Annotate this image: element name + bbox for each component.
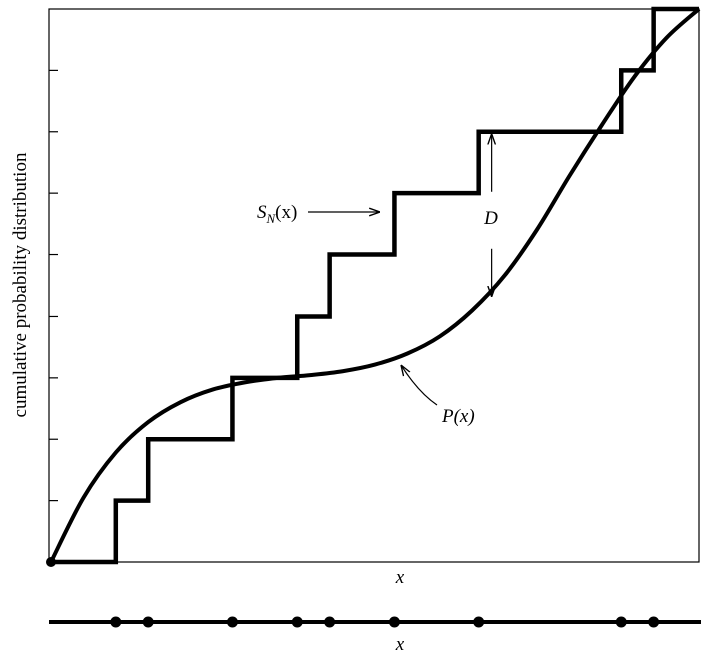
sn-label-subscript: N	[266, 211, 277, 226]
plot-frame	[48, 8, 700, 563]
sample-point-2	[142, 616, 154, 628]
sample-point-5	[324, 616, 336, 628]
bottom-axis-label: x	[395, 634, 405, 652]
p-pointer-arrow	[401, 365, 438, 406]
sample-point-8	[615, 616, 627, 628]
sample-point-3	[226, 616, 238, 628]
sample-points	[110, 616, 660, 628]
y-tick-group	[49, 69, 58, 502]
y-axis-label: cumulative probability distribution	[10, 152, 31, 417]
sn-label: SN(x)	[257, 202, 297, 226]
sample-point-1	[110, 616, 122, 628]
origin-point	[46, 557, 56, 567]
sample-point-9	[648, 616, 660, 628]
series-p-curve	[49, 7, 701, 563]
p-label: P(x)	[441, 406, 475, 427]
sn-label-symbol: S	[257, 202, 267, 223]
sample-point-6	[388, 616, 400, 628]
sn-label-arg: (x)	[275, 202, 297, 223]
d-label: D	[483, 208, 498, 229]
series-sn-step	[51, 6, 699, 565]
x-axis-label: x	[395, 567, 405, 588]
sample-point-4	[291, 616, 303, 628]
sample-point-7	[473, 616, 485, 628]
